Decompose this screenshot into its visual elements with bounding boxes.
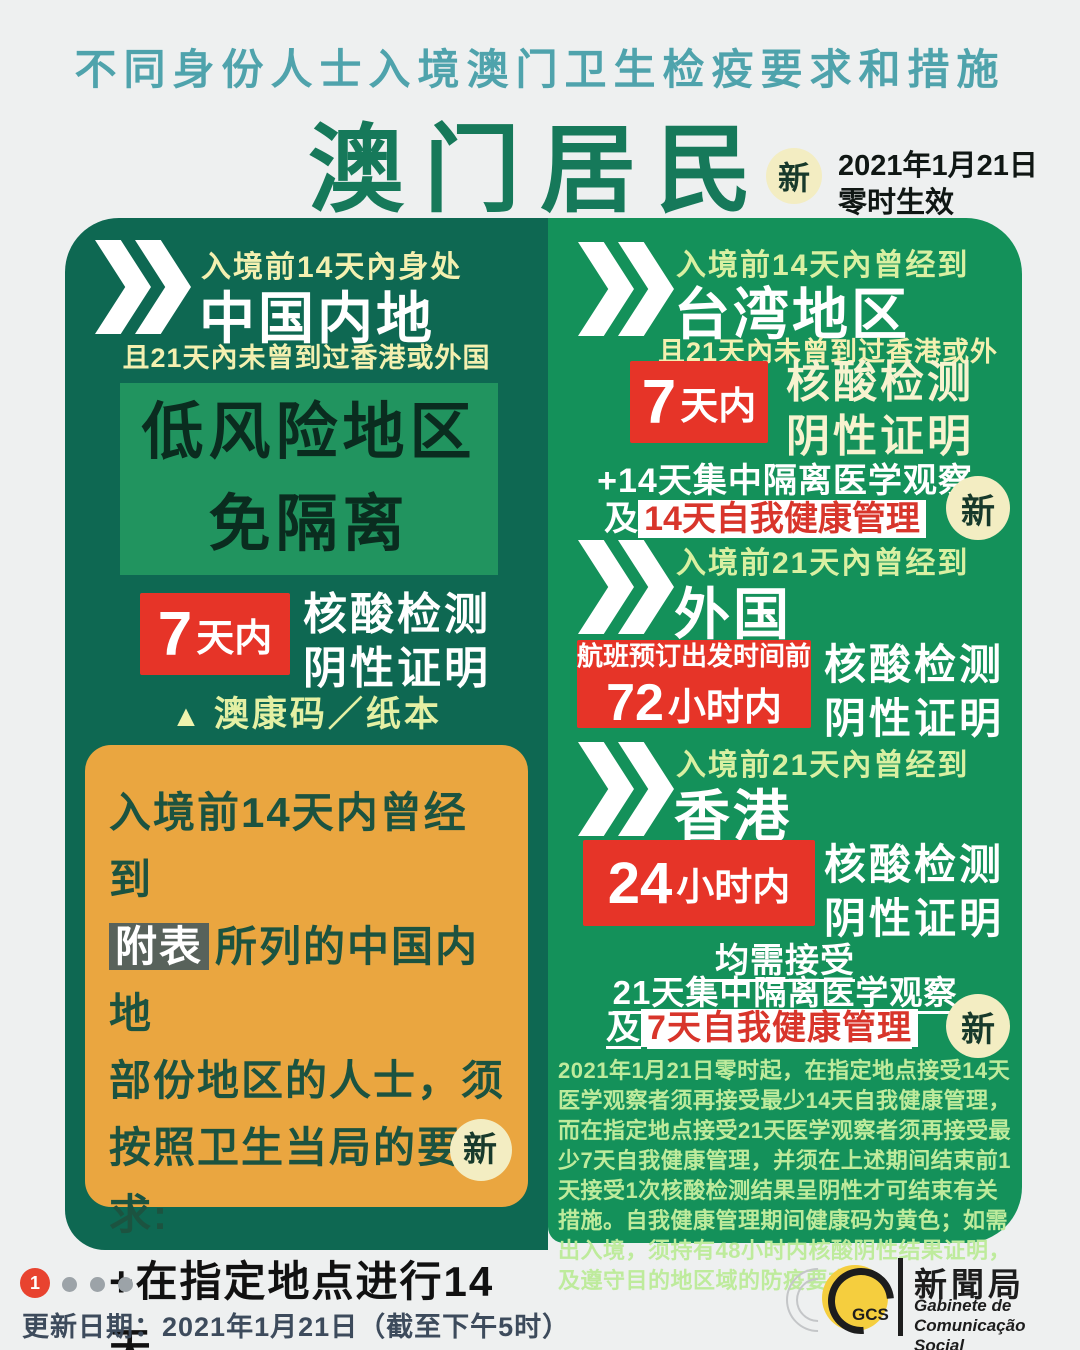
taiwan-selfhealth-note: 及 14天自我健康管理 [548, 491, 982, 540]
low-risk-highlight-box: 低风险地区 免隔离 [120, 383, 498, 575]
new-badge-icon: 新 [450, 1119, 512, 1181]
foreign-time-unit: 小时内 [667, 686, 782, 729]
effective-date-line1: 2021年1月21日 [838, 150, 1038, 182]
taiwan-time-box: 7 天内 [630, 361, 768, 443]
advisory-line4: 按照卫生当局的要求: [109, 1124, 462, 1238]
advisory-line3: 部份地区的人士，须 [109, 1057, 506, 1104]
mainland-condition: 且21天內未曾到过香港或外国 [122, 343, 491, 373]
chevron-right-icon [578, 742, 674, 836]
foreign-intro: 入境前21天內曾经到 [676, 547, 970, 580]
prefix: 及 [604, 500, 639, 538]
advisory-line1: 入境前14天内曾经到 [109, 789, 468, 903]
summary-line2: 21天集中隔离医学观察 [612, 974, 958, 1011]
taiwan-intro: 入境前14天內曾经到 [676, 249, 970, 282]
hongkong-time-unit: 小时内 [676, 866, 791, 909]
pagination-dot[interactable] [118, 1277, 133, 1292]
foreign-time-box: 航班预订出发时间前 72 小时内 [577, 640, 811, 732]
advisory-line2: 附表 所列的中国内地 [109, 913, 506, 1047]
new-badge-icon: 新 [946, 476, 1010, 540]
summary-line3: 及 7天自我健康管理 [548, 1000, 976, 1049]
test-line2: 阴性证明 [303, 644, 491, 693]
health-code-note: ▲ 澳康码／纸本 [65, 686, 548, 737]
chevron-right-icon [578, 540, 674, 634]
low-risk-line1: 低风险地区 [141, 398, 477, 467]
low-risk-line2: 免隔离 [208, 490, 410, 559]
annex-advisory-box: 入境前14天内曾经到 附表 所列的中国内地 部份地区的人士，须 按照卫生当局的要求… [85, 745, 528, 1350]
mainland-region-title: 中国内地 [199, 287, 435, 350]
advisory-line2-rest: 所列的中国内地 [109, 923, 480, 1037]
hongkong-intro: 入境前21天內曾经到 [676, 749, 970, 782]
test-line2: 阴性证明 [786, 412, 974, 461]
mainland-time-unit: 天内 [196, 617, 273, 660]
summary-line1: 均需接受 [715, 942, 855, 980]
pagination-dot[interactable] [62, 1277, 77, 1292]
new-badge-icon: 新 [946, 994, 1010, 1058]
test-line2: 阴性证明 [824, 895, 1005, 942]
mainland-time-number: 7 [157, 599, 193, 669]
test-line1: 核酸检测 [303, 590, 491, 639]
effective-date: 2021年1月21日 零时生效 [838, 148, 1038, 222]
foreign-test-result: 核酸检测 阴性证明 [824, 638, 1004, 746]
hongkong-time-box: 24 小时内 [583, 840, 815, 926]
logo-divider [898, 1258, 903, 1336]
advisory-line5: +在指定地点进行14天 [109, 1258, 495, 1350]
new-badge-icon: 新 [766, 148, 822, 204]
update-date: 更新日期：2021年1月21日（截至下午5时） [22, 1312, 571, 1342]
taiwan-quarantine-note: +14天集中隔离医学观察 [597, 462, 973, 500]
foreign-time-row: 72 小时内 [606, 673, 782, 733]
detail-note: 2021年1月21日零时起，在指定地点接受14天医学观察者须再接受最少14天自我… [558, 1058, 1011, 1293]
foreign-region-title: 外国 [674, 583, 792, 646]
taiwan-time-unit: 天内 [680, 385, 757, 428]
mainland-time-box: 7 天内 [140, 593, 290, 675]
gcs-logo-icon [822, 1265, 888, 1331]
test-line2: 阴性证明 [824, 695, 1005, 742]
page-title: 不同身份人士入境澳门卫生检疫要求和措施 [74, 46, 1006, 93]
taiwan-test-result: 核酸检测 阴性证明 [786, 356, 974, 464]
logo-name-portuguese: Gabinete de Comunicação Social [914, 1296, 1026, 1350]
foreign-time-prefix: 航班预订出发时间前 [577, 640, 812, 671]
gcs-logo-acronym: GCS [852, 1305, 889, 1324]
pagination-current[interactable]: 1 [20, 1268, 50, 1298]
panel-other-regions: 入境前14天內曾经到 台湾地区 且21天內未曾到过香港或外国 7 天内 核酸检测… [548, 218, 1022, 1293]
self-health-highlight: 7天自我健康管理 [641, 1009, 918, 1047]
self-health-highlight: 14天自我健康管理 [638, 500, 926, 538]
taiwan-time-number: 7 [641, 367, 677, 437]
taiwan-region-title: 台湾地区 [674, 283, 910, 346]
prefix: 及 [606, 1009, 642, 1047]
foreign-time-number: 72 [606, 673, 664, 732]
mainland-test-result: 核酸检测 阴性证明 [303, 588, 491, 696]
hongkong-time-number: 24 [607, 850, 673, 916]
mainland-intro: 入境前14天內身处 [201, 251, 463, 284]
page-subtitle: 澳门居民 [308, 117, 772, 224]
logo-name-chinese: 新聞局 [914, 1266, 1025, 1303]
hongkong-region-title: 香港 [674, 785, 792, 848]
annex-label: 附表 [109, 923, 210, 970]
triangle-icon: ▲ [171, 700, 204, 733]
pagination-dot[interactable] [90, 1277, 105, 1292]
health-code-text: 澳康码／纸本 [213, 695, 442, 734]
hongkong-test-result: 核酸检测 阴性证明 [824, 838, 1004, 946]
test-line1: 核酸检测 [824, 841, 1005, 888]
chevron-right-icon [578, 242, 674, 336]
chevron-right-icon [95, 240, 191, 334]
effective-date-line2: 零时生效 [838, 187, 955, 219]
test-line1: 核酸检测 [824, 641, 1005, 688]
test-line1: 核酸检测 [786, 358, 974, 407]
panel-mainland-china: 入境前14天內身处 中国内地 且21天內未曾到过香港或外国 低风险地区 免隔离 … [65, 218, 548, 1350]
